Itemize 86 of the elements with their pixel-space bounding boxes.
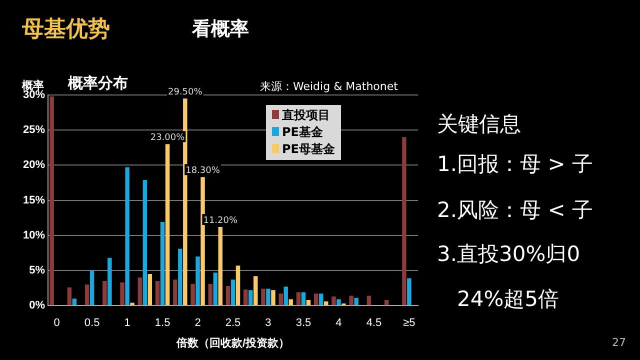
- bar: [278, 294, 283, 306]
- bar: [218, 226, 223, 306]
- bar: [236, 266, 240, 306]
- y-tick-label: 30%: [22, 89, 46, 102]
- x-tick-label: 1: [124, 317, 130, 330]
- bar: [318, 294, 324, 306]
- bar: [196, 256, 200, 306]
- y-axis-title: 概率: [22, 78, 44, 92]
- bar: [266, 288, 270, 306]
- bar: [384, 300, 389, 306]
- data-label: 29.50%: [168, 87, 203, 98]
- source-note: 来源：Weidig & Mathonet: [260, 79, 398, 94]
- bar: [366, 296, 372, 306]
- y-tick-label: 0%: [29, 300, 46, 312]
- bar: [142, 180, 148, 306]
- bar: [248, 290, 253, 306]
- bar: [178, 248, 182, 306]
- bar: [72, 298, 77, 306]
- y-tick-label: 15%: [22, 194, 46, 206]
- bar: [190, 284, 195, 306]
- bar: [253, 276, 258, 306]
- data-label: 23.00%: [150, 132, 186, 143]
- bar: [125, 167, 130, 306]
- text: 27: [612, 336, 626, 349]
- bar: [148, 274, 152, 306]
- bar: [213, 272, 218, 306]
- legend-label: PE基金: [281, 124, 324, 141]
- bar: [354, 298, 358, 306]
- bar: [173, 280, 178, 306]
- x-tick-label: 3: [265, 317, 272, 330]
- bar: [288, 299, 293, 306]
- bar: [138, 278, 142, 306]
- bar: [208, 284, 213, 306]
- bar: [332, 296, 336, 306]
- x-tick-label: 3.5: [296, 317, 312, 330]
- bar: [165, 144, 170, 306]
- y-tick-label: 25%: [22, 124, 46, 136]
- bar: [226, 286, 230, 306]
- legend-label: PE母基金: [281, 141, 335, 158]
- bar: [230, 280, 236, 306]
- bar: [84, 284, 90, 306]
- x-tick-label: 0: [54, 317, 60, 330]
- bar: [284, 286, 288, 306]
- bar: [306, 300, 311, 306]
- x-tick-label: 1.5: [154, 317, 170, 330]
- bar: [67, 287, 72, 306]
- bar: [200, 177, 205, 306]
- bar: [271, 290, 276, 306]
- bar: [407, 278, 412, 306]
- bar: [130, 302, 134, 306]
- text: 母基优势: [22, 16, 110, 44]
- text: 看概率: [192, 17, 249, 42]
- data-label: 11.20%: [203, 216, 238, 226]
- y-tick-label: 5%: [29, 264, 46, 277]
- bar: [108, 258, 112, 306]
- bar: [120, 282, 124, 306]
- bar: [349, 296, 354, 306]
- data-label: 18.30%: [186, 166, 220, 176]
- text: 3.直投30%归0: [437, 241, 580, 268]
- x-tick-label: 4: [336, 317, 342, 330]
- bar: [160, 222, 165, 306]
- legend-label: 直投项目: [281, 107, 331, 124]
- x-tick-label: ≥5: [403, 317, 416, 330]
- bar: [183, 98, 188, 306]
- bar: [102, 281, 107, 306]
- text: 关键信息: [437, 111, 521, 138]
- y-tick-label: 20%: [22, 159, 46, 172]
- bar: [402, 137, 406, 306]
- chart-title: 概率分布: [68, 74, 128, 93]
- x-tick-label: 2: [194, 317, 201, 330]
- bar: [244, 289, 248, 306]
- text: 2.风险：母 < 子: [437, 197, 593, 224]
- text: 24%超5倍: [457, 286, 560, 313]
- bar: [301, 292, 306, 306]
- x-axis-title: 倍数（回收款/投资款）: [175, 336, 290, 350]
- bar: [261, 288, 266, 306]
- bar: [336, 299, 341, 306]
- bar: [296, 292, 301, 306]
- x-tick-label: 4.5: [366, 317, 382, 330]
- text: 1.回报：母 > 子: [437, 151, 593, 178]
- x-tick-label: 2.5: [225, 317, 241, 330]
- bar: [155, 281, 160, 306]
- bar: [90, 270, 94, 306]
- bar: [314, 294, 318, 306]
- y-tick-label: 10%: [22, 229, 46, 242]
- x-tick-label: 0.5: [84, 317, 100, 330]
